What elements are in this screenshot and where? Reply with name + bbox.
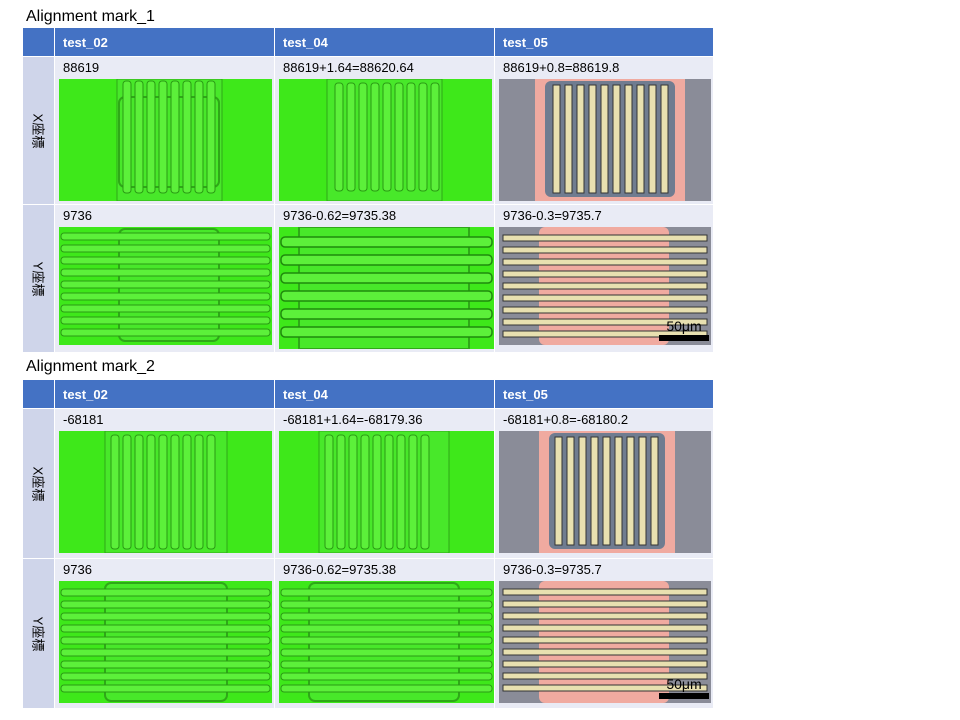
coordinate-value: -68181+0.8=-68180.2 (503, 412, 629, 427)
micrograph-image (499, 79, 713, 201)
coordinate-value: 9736-0.3=9735.7 (503, 208, 602, 223)
micrograph-green-horizontal (59, 581, 272, 703)
coordinate-value: 88619 (63, 60, 100, 75)
micrograph-image (279, 79, 494, 201)
table-row-y: Y座標 9736 9736-0.62=9735.38 (22, 204, 714, 353)
table-cell: 9736 (54, 558, 275, 709)
header-corner (22, 27, 55, 57)
coordinate-value: 88619+1.64=88620.64 (283, 60, 414, 75)
table-cell: 9736-0.3=9735.7 50μm (494, 558, 714, 709)
table-cell: -68181+0.8=-68180.2 (494, 408, 714, 559)
column-header: test_02 (54, 379, 275, 409)
column-header: test_04 (274, 27, 495, 57)
micrograph-image (279, 431, 494, 553)
table-cell: 88619+0.8=88619.8 (494, 56, 714, 205)
micrograph-metal-vertical (499, 431, 711, 553)
column-header: test_05 (494, 379, 714, 409)
table-cell: 88619+1.64=88620.64 (274, 56, 495, 205)
row-label-y: Y座標 (22, 558, 55, 709)
coordinate-value: 9736 (63, 562, 92, 577)
micrograph-green-vertical (59, 431, 272, 553)
coordinate-value: 9736-0.62=9735.38 (283, 208, 397, 223)
micrograph-image (279, 227, 494, 349)
micrograph-image (59, 227, 274, 345)
micrograph-green-vertical (279, 79, 492, 201)
row-label-y: Y座標 (22, 204, 55, 353)
table-cell: 9736-0.62=9735.38 (274, 558, 495, 709)
section-title-mark-1: Alignment mark_1 (26, 8, 155, 25)
coordinate-value: -68181 (63, 412, 104, 427)
table-cell: -68181+1.64=-68179.36 (274, 408, 495, 559)
table-cell: -68181 (54, 408, 275, 559)
scale-bar: 50μm (659, 676, 709, 699)
micrograph-image (499, 431, 713, 553)
micrograph-image (279, 581, 494, 703)
table-header-row: test_02 test_04 test_05 (22, 27, 714, 57)
micrograph-image: 50μm (499, 227, 713, 345)
column-header: test_02 (54, 27, 275, 57)
micrograph-metal-horizontal (499, 581, 711, 703)
coordinate-value: 9736-0.3=9735.7 (503, 562, 602, 577)
coordinate-value: 9736 (63, 208, 92, 223)
table-row-y: Y座標 9736 9736-0.62=9735.38 (22, 558, 714, 709)
table-header-row: test_02 test_04 test_05 (22, 379, 714, 409)
coordinate-value: 88619+0.8=88619.8 (503, 60, 620, 75)
coordinate-value: -68181+1.64=-68179.36 (283, 412, 423, 427)
micrograph-metal-horizontal (499, 227, 711, 345)
micrograph-image (59, 79, 274, 201)
micrograph-image: 50μm (499, 581, 713, 703)
table-cell: 9736-0.3=9735.7 50μm (494, 204, 714, 353)
row-label-x: X座標 (22, 408, 55, 559)
micrograph-image (59, 431, 274, 553)
micrograph-green-horizontal (279, 581, 494, 703)
micrograph-green-horizontal (59, 227, 272, 345)
table-cell: 9736-0.62=9735.38 (274, 204, 495, 353)
micrograph-green-vertical (59, 79, 272, 201)
header-corner (22, 379, 55, 409)
micrograph-metal-vertical (499, 79, 711, 201)
column-header: test_05 (494, 27, 714, 57)
micrograph-image (59, 581, 274, 703)
scale-bar-label: 50μm (666, 676, 702, 692)
section-title-mark-2: Alignment mark_2 (26, 358, 155, 375)
scale-bar: 50μm (659, 318, 709, 341)
alignment-table-mark-2: test_02 test_04 test_05 X座標 -68181 (22, 379, 714, 709)
scale-bar-line (659, 693, 709, 699)
table-row-x: X座標 88619 88619+1.64=88620.64 (22, 56, 714, 205)
table-cell: 88619 (54, 56, 275, 205)
micrograph-green-vertical (279, 431, 494, 553)
coordinate-value: 9736-0.62=9735.38 (283, 562, 397, 577)
table-row-x: X座標 -68181 -68181+1.64=-68179.36 (22, 408, 714, 559)
alignment-table-mark-1: test_02 test_04 test_05 X座標 88619 (22, 27, 714, 353)
column-header: test_04 (274, 379, 495, 409)
scale-bar-label: 50μm (666, 318, 702, 334)
table-cell: 9736 (54, 204, 275, 353)
row-label-x: X座標 (22, 56, 55, 205)
micrograph-green-horizontal (279, 227, 494, 349)
scale-bar-line (659, 335, 709, 341)
